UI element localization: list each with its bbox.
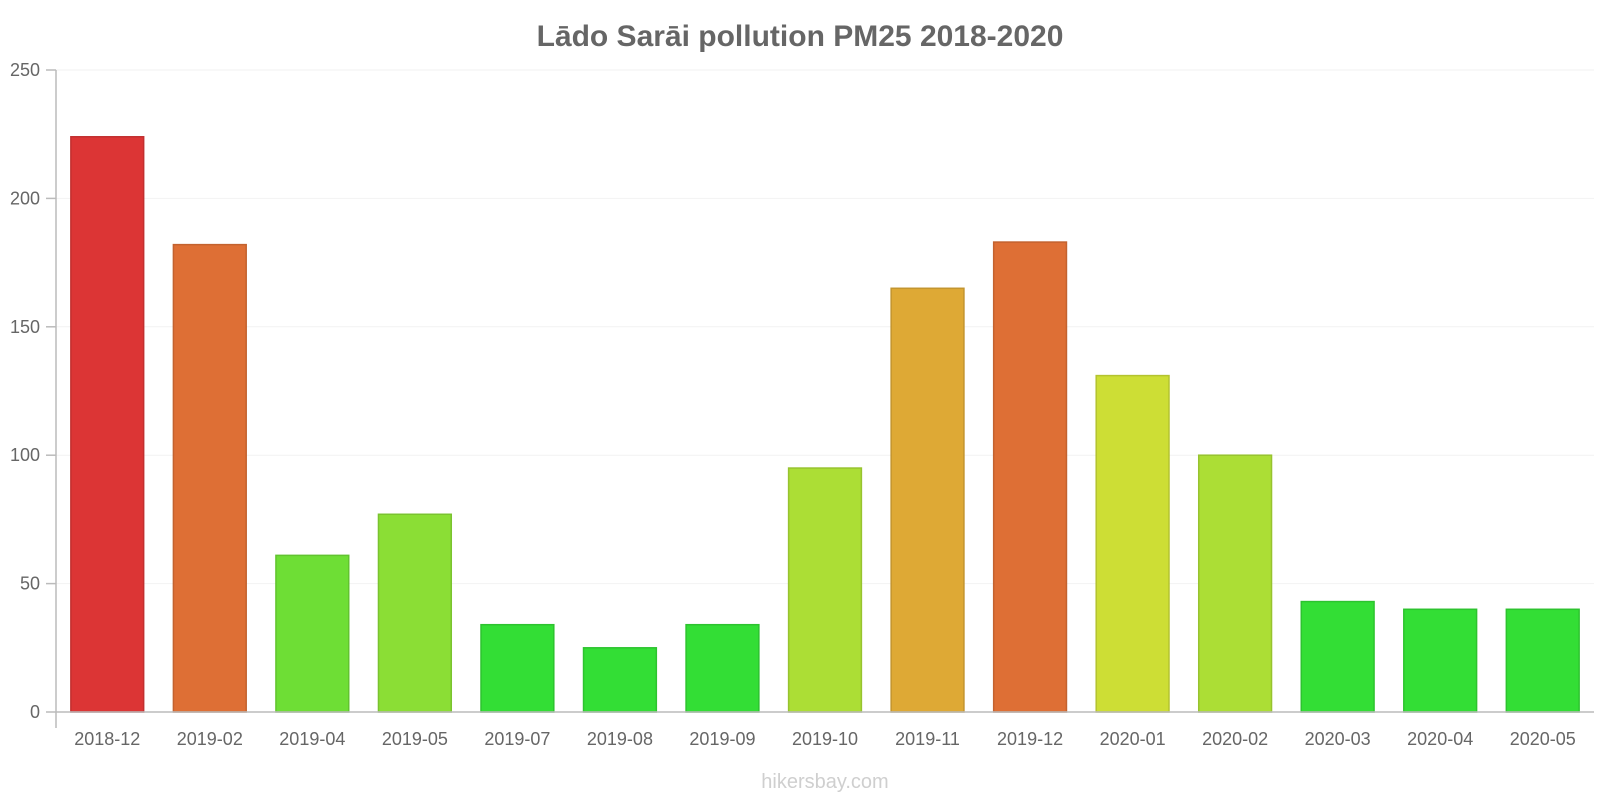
y-tick-label: 100 [10, 445, 40, 465]
chart-title: Lādo Sarāi pollution PM25 2018-2020 [537, 20, 1064, 53]
bar-2020-04[interactable] [1403, 608, 1478, 713]
bar-2018-12[interactable] [70, 136, 145, 713]
x-tick-label: 2020-04 [1407, 729, 1473, 749]
bar-2019-08[interactable] [582, 647, 658, 713]
bar-2019-02[interactable] [172, 243, 247, 713]
x-tick-label: 2020-02 [1202, 729, 1268, 749]
y-tick-label: 50 [20, 574, 40, 594]
bar-2019-12[interactable] [992, 241, 1068, 713]
y-tick-label: 200 [10, 188, 40, 208]
x-tick-label: 2019-11 [895, 729, 960, 749]
grid-lines [56, 69, 1594, 585]
bar-2019-11[interactable] [890, 287, 965, 713]
bar-2019-04[interactable] [275, 554, 350, 713]
x-tick-label: 2018-12 [74, 729, 140, 749]
y-axis-ticks: 0 50 100 150 200 250 [10, 60, 56, 722]
bar-2020-05[interactable] [1505, 608, 1580, 713]
x-tick-label: 2020-03 [1305, 729, 1371, 749]
x-tick-label: 2020-05 [1510, 729, 1576, 749]
x-tick-label: 2019-05 [382, 729, 448, 749]
bar-2019-10[interactable] [787, 467, 863, 713]
y-tick-label: 150 [10, 317, 40, 337]
bar-2019-05[interactable] [377, 513, 453, 713]
bar-2019-09[interactable] [685, 623, 760, 713]
watermark: hikersbay.com [761, 771, 888, 793]
x-tick-label: 2019-02 [177, 729, 243, 749]
bars-group [70, 136, 1580, 713]
x-tick-label: 2019-09 [689, 729, 755, 749]
bar-2020-03[interactable] [1300, 600, 1375, 713]
x-tick-label: 2019-10 [792, 729, 858, 749]
x-tick-label: 2019-04 [279, 729, 345, 749]
bar-2019-07[interactable] [480, 623, 555, 713]
bar-2020-02[interactable] [1197, 454, 1273, 713]
bar-2020-01[interactable] [1095, 374, 1170, 713]
x-tick-label: 2019-07 [484, 729, 550, 749]
y-tick-label: 250 [10, 60, 40, 80]
y-tick-label: 0 [30, 702, 40, 722]
x-tick-label: 2019-12 [997, 729, 1063, 749]
x-tick-label: 2019-08 [587, 729, 653, 749]
x-tick-label: 2020-01 [1100, 729, 1166, 749]
x-axis-ticks: 2018-12 2019-02 2019-04 2019-05 2019-07 2019-… [74, 729, 1576, 749]
